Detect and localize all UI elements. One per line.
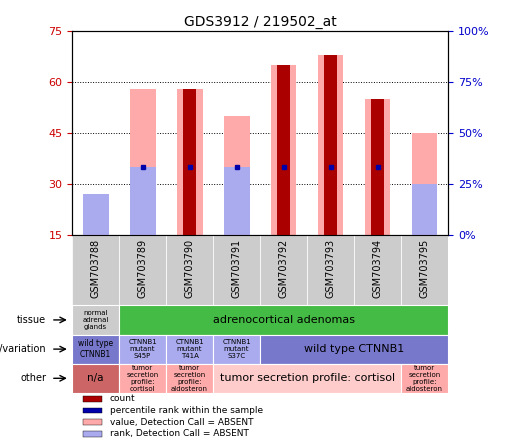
Text: CTNNB1
mutant
S37C: CTNNB1 mutant S37C [222,339,251,359]
Bar [166,364,213,393]
Text: GSM703788: GSM703788 [91,239,100,298]
Text: value, Detection Call = ABSENT: value, Detection Call = ABSENT [110,417,253,427]
Bar [119,305,448,334]
Bar [324,55,337,235]
Bar [130,167,156,235]
Bar [119,364,166,393]
Bar [277,65,290,235]
Bar [401,364,448,393]
Bar [224,167,249,235]
Bar [307,235,354,305]
Text: GSM703791: GSM703791 [232,239,242,298]
Title: GDS3912 / 219502_at: GDS3912 / 219502_at [184,15,336,29]
Bar [371,99,384,235]
Text: GSM703789: GSM703789 [138,239,148,298]
Bar [72,334,119,364]
Bar [401,235,448,305]
Bar [72,235,119,305]
Text: CTNNB1
mutant
S45P: CTNNB1 mutant S45P [128,339,157,359]
Bar [166,334,213,364]
Bar [213,364,401,393]
Text: normal
adrenal
glands: normal adrenal glands [82,310,109,330]
Text: GSM703793: GSM703793 [325,239,336,298]
Text: CTNNB1
mutant
T41A: CTNNB1 mutant T41A [175,339,204,359]
Bar [260,334,448,364]
Text: tumor
secretion
profile:
cortisol: tumor secretion profile: cortisol [127,365,159,392]
Bar [83,408,102,413]
Bar [166,235,213,305]
Bar [119,334,166,364]
Text: n/a: n/a [88,373,104,383]
Text: genotype/variation: genotype/variation [0,344,46,354]
Bar [213,235,260,305]
Text: wild type CTNNB1: wild type CTNNB1 [304,344,404,354]
Bar [72,305,119,334]
Bar [318,55,344,235]
Bar [72,364,119,393]
Text: tumor
secretion
profile:
aldosteron: tumor secretion profile: aldosteron [171,365,208,392]
Text: other: other [20,373,46,383]
Text: tissue: tissue [17,315,46,325]
Bar [213,334,260,364]
Text: rank, Detection Call = ABSENT: rank, Detection Call = ABSENT [110,429,249,438]
Bar [83,419,102,425]
Text: adrenocortical adenomas: adrenocortical adenomas [213,315,354,325]
Bar [224,116,249,235]
Text: percentile rank within the sample: percentile rank within the sample [110,406,263,415]
Text: tumor
secretion
profile:
aldosteron: tumor secretion profile: aldosteron [406,365,443,392]
Bar [183,89,196,235]
Bar [83,396,102,401]
Bar [130,89,156,235]
Text: GSM703794: GSM703794 [372,239,383,298]
Text: tumor secretion profile: cortisol: tumor secretion profile: cortisol [219,373,394,383]
Text: GSM703795: GSM703795 [420,239,430,298]
Text: GSM703792: GSM703792 [279,239,288,298]
Bar [83,431,102,436]
Bar [119,235,166,305]
Bar [411,133,437,235]
Text: count: count [110,394,135,403]
Bar [177,89,202,235]
Bar [260,235,307,305]
Bar [271,65,297,235]
Bar [354,235,401,305]
Text: wild type
CTNNB1: wild type CTNNB1 [78,339,113,359]
Bar [365,99,390,235]
Bar [83,194,109,235]
Text: GSM703790: GSM703790 [184,239,195,298]
Bar [83,194,109,235]
Bar [411,184,437,235]
